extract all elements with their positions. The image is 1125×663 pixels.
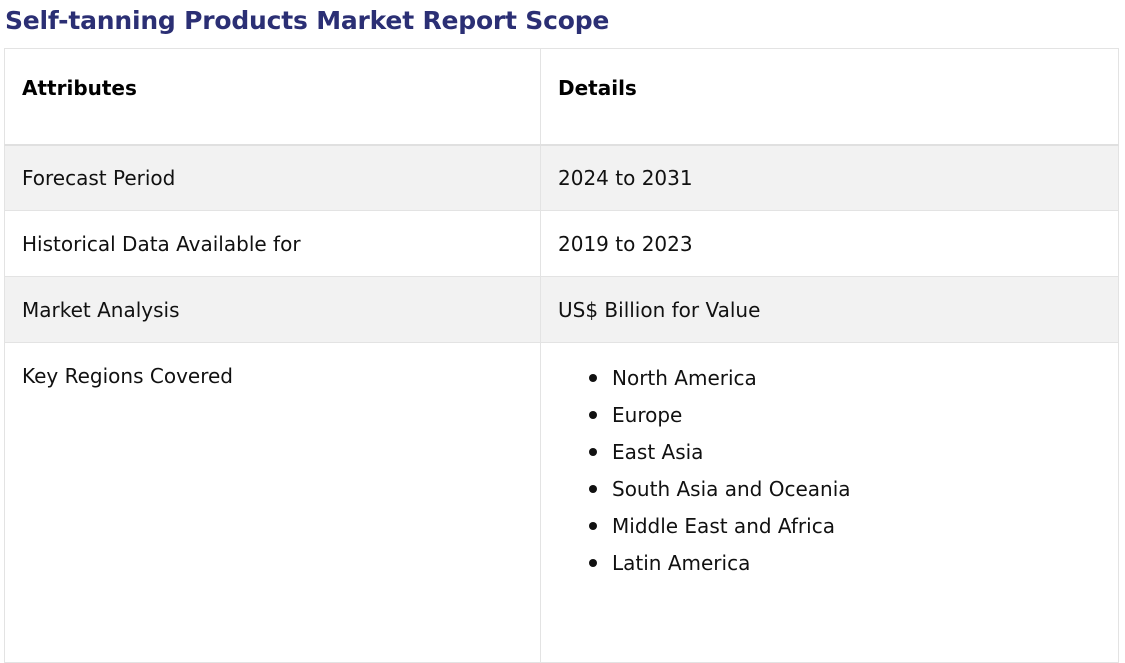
attribute-cell: Forecast Period xyxy=(4,144,541,211)
attribute-cell: Key Regions Covered xyxy=(4,342,541,663)
details-column-header: Details xyxy=(540,48,1119,146)
detail-cell: US$ Billion for Value xyxy=(540,276,1119,343)
table-row-forecast-period: Forecast Period 2024 to 2031 xyxy=(4,144,1119,211)
detail-cell: 2019 to 2023 xyxy=(540,210,1119,277)
list-item-region: Middle East and Africa xyxy=(589,509,1101,552)
table-row-key-regions: Key Regions Covered North America Europe… xyxy=(4,342,1119,663)
list-item-region: Latin America xyxy=(589,546,1101,589)
regions-detail-cell: North America Europe East Asia South Asi… xyxy=(540,342,1119,663)
page-title: Self-tanning Products Market Report Scop… xyxy=(5,6,610,35)
detail-cell: 2024 to 2031 xyxy=(540,144,1119,211)
list-item-region: East Asia xyxy=(589,435,1101,478)
attribute-cell: Historical Data Available for xyxy=(4,210,541,277)
list-item-region: South Asia and Oceania xyxy=(589,472,1101,515)
list-item-region: Europe xyxy=(589,398,1101,441)
table-row-historical-data: Historical Data Available for 2019 to 20… xyxy=(4,210,1119,277)
list-item-region: North America xyxy=(589,361,1101,404)
report-scope-table: Attributes Details Forecast Period 2024 … xyxy=(4,48,1119,663)
attributes-column-header: Attributes xyxy=(4,48,541,146)
table-row-market-analysis: Market Analysis US$ Billion for Value xyxy=(4,276,1119,343)
regions-list: North America Europe East Asia South Asi… xyxy=(558,361,1101,589)
attribute-cell: Market Analysis xyxy=(4,276,541,343)
table-header-row: Attributes Details xyxy=(4,48,1119,146)
